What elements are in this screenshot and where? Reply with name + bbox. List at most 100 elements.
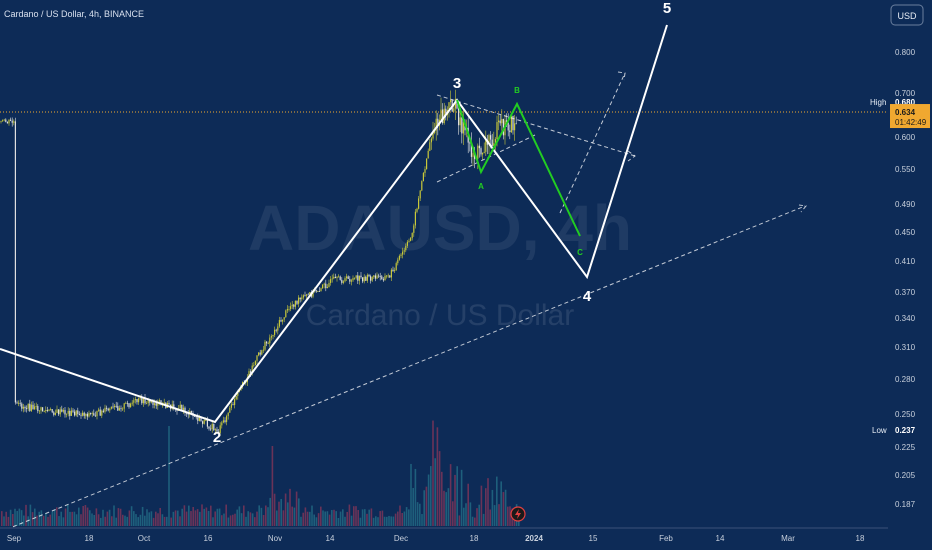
volume-bar (306, 511, 309, 526)
candle (147, 399, 149, 404)
flash-icon-bolt[interactable] (515, 509, 521, 519)
current-price-bg (890, 104, 930, 129)
price-tick-label: 0.550 (895, 165, 916, 174)
candle (363, 276, 365, 282)
candle (27, 403, 29, 409)
candle (494, 139, 496, 144)
candle (379, 276, 381, 277)
candle (42, 407, 44, 412)
candle (2, 120, 4, 122)
candle (357, 275, 359, 281)
volume-bar (137, 517, 139, 526)
candle (56, 409, 58, 413)
volume-bar (474, 517, 476, 526)
currency-button[interactable]: USD (890, 4, 924, 26)
candle (179, 404, 181, 409)
candle (83, 412, 85, 416)
candle (14, 121, 16, 403)
volume-bar (434, 458, 436, 526)
candle (69, 410, 71, 416)
candle (251, 365, 253, 374)
volume-bar (416, 502, 419, 526)
volume-bar (100, 517, 102, 526)
candle (302, 295, 304, 298)
volume-bar (93, 514, 95, 526)
candle (86, 413, 88, 417)
volume-bar (12, 514, 14, 526)
volume-bar (502, 492, 505, 526)
volume-bar (320, 506, 322, 526)
volume-bar (342, 509, 344, 526)
volume-bar (95, 508, 98, 526)
candle (154, 403, 156, 405)
high-label: High (870, 98, 886, 107)
flash-icon[interactable] (510, 506, 526, 522)
candle (275, 329, 277, 331)
projection-line (559, 72, 626, 214)
candle (434, 130, 436, 133)
time-tick-label: 18 (470, 534, 479, 543)
candle (78, 414, 80, 415)
projection-arrow-head (617, 71, 626, 81)
candle (230, 404, 232, 408)
candle (339, 276, 341, 280)
candle (402, 251, 404, 255)
volume-bar (504, 489, 507, 526)
candle (176, 409, 178, 411)
candle (478, 145, 480, 149)
volume-bar (394, 513, 397, 526)
candle (200, 416, 202, 422)
candle (298, 297, 300, 304)
candle (211, 423, 213, 430)
candle (350, 280, 352, 282)
volume-bar (80, 514, 82, 526)
volume-bar (251, 513, 254, 526)
volume-bar (16, 511, 18, 526)
currency-button-frame[interactable] (890, 4, 924, 26)
candle (325, 283, 327, 289)
volume-bar (161, 514, 164, 526)
volume-bar (177, 510, 179, 526)
candle (254, 360, 256, 366)
volume-bar (221, 515, 223, 526)
candle (114, 405, 116, 408)
candle (122, 408, 124, 410)
currency-button-label[interactable]: USD (897, 11, 917, 21)
volume-bar (392, 516, 395, 526)
candle (168, 403, 170, 405)
candle (368, 274, 370, 277)
candle (498, 120, 500, 123)
candle (102, 410, 104, 412)
time-axis[interactable]: Sep 18 Oct 16 Nov 14 Dec 18 2024 15 Feb 14 Mar 18 (0, 527, 932, 550)
candle (274, 329, 276, 335)
volume-bar (260, 507, 263, 526)
candle (366, 274, 368, 281)
candle (294, 300, 296, 307)
volume-bar (218, 508, 221, 526)
candle (470, 142, 472, 157)
volume-bar (276, 510, 278, 526)
candle (77, 410, 79, 415)
volume-bar (135, 514, 137, 526)
candle (101, 410, 103, 416)
volume-bar (86, 507, 89, 526)
volume-bar (324, 511, 326, 526)
volume-bar (447, 488, 450, 526)
volume-bar (84, 505, 87, 526)
volume-bar (397, 511, 399, 526)
volume-bar (157, 513, 159, 526)
candle (307, 294, 309, 296)
volume-bar (353, 506, 355, 526)
volume-bar (115, 517, 117, 526)
volume-bar (203, 508, 205, 526)
volume-bar (507, 506, 509, 526)
volume-bar (150, 511, 153, 526)
candle (218, 431, 220, 434)
volume-bar (207, 510, 210, 526)
price-axis[interactable]: 0.800 0.700 0.600 0.550 0.490 0.450 0.410 0.370… (888, 0, 932, 528)
candle (299, 297, 301, 300)
candle (43, 411, 45, 412)
chart-title: Cardano / US Dollar, 4h, BINANCE (4, 9, 144, 19)
